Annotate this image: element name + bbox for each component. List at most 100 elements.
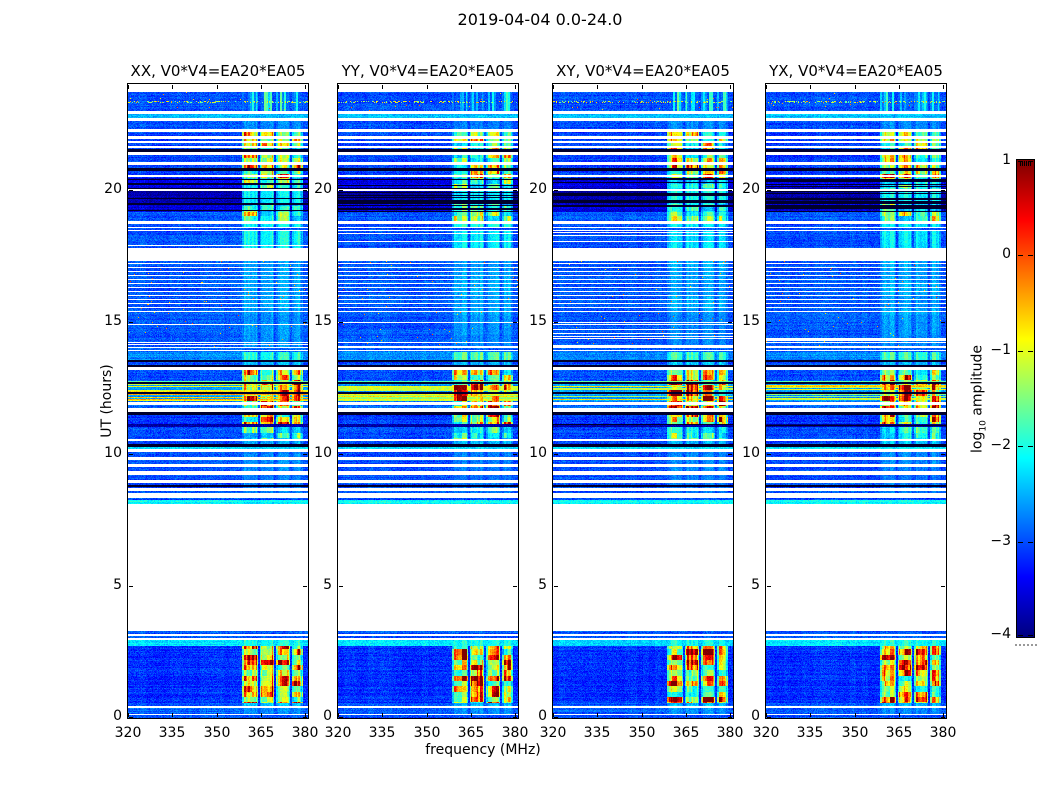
tick-mark xyxy=(554,322,558,323)
tick-mark xyxy=(1018,542,1023,543)
tick-mark xyxy=(261,713,262,717)
tick-mark xyxy=(382,713,383,717)
x-tick-label: 365 xyxy=(457,725,485,741)
tick-mark xyxy=(471,85,472,89)
x-tick-label: 380 xyxy=(929,725,957,741)
tick-mark xyxy=(515,85,516,89)
spectrogram-panel-XX xyxy=(127,83,309,719)
tick-mark xyxy=(1028,161,1029,166)
x-tick-label: 335 xyxy=(158,725,186,741)
tick-mark xyxy=(217,713,218,717)
tick-mark xyxy=(766,713,767,717)
tick-mark xyxy=(427,713,428,717)
tick-mark xyxy=(382,85,383,89)
x-tick-label: 350 xyxy=(203,725,231,741)
colorbar-gradient xyxy=(1017,160,1034,637)
tick-mark xyxy=(513,322,517,323)
y-tick-label: 0 xyxy=(751,708,760,724)
y-tick-label: 5 xyxy=(751,577,760,593)
tick-mark xyxy=(728,322,732,323)
tick-mark xyxy=(339,717,343,718)
tick-mark xyxy=(261,85,262,89)
tick-mark xyxy=(128,85,129,89)
tick-mark xyxy=(941,717,945,718)
spectrogram-canvas-XY xyxy=(553,84,733,718)
y-tick-label: 20 xyxy=(529,181,547,197)
tick-mark xyxy=(728,190,732,191)
colorbar-tick-label: 1 xyxy=(1002,152,1011,168)
tick-mark xyxy=(943,713,944,717)
tick-mark xyxy=(728,586,732,587)
panel-title-XY: XY, V0*V4=EA20*EA05 xyxy=(556,62,730,80)
x-tick-label: 320 xyxy=(324,725,352,741)
panel-title-XX: XX, V0*V4=EA20*EA05 xyxy=(130,62,306,80)
x-tick-label: 335 xyxy=(583,725,611,741)
tick-mark xyxy=(1018,255,1023,256)
y-tick-label: 20 xyxy=(742,181,760,197)
colorbar-tick-label: −1 xyxy=(990,342,1011,358)
tick-mark xyxy=(1020,161,1021,166)
x-tick-label: 320 xyxy=(752,725,780,741)
tick-mark xyxy=(941,322,945,323)
y-axis-label: UT (hours) xyxy=(99,364,115,438)
y-tick-label: 10 xyxy=(104,445,122,461)
colorbar xyxy=(1016,159,1035,638)
spectrogram-panel-XY xyxy=(552,83,734,719)
tick-mark xyxy=(730,713,731,717)
tick-mark xyxy=(172,85,173,89)
tick-mark xyxy=(1028,446,1033,447)
tick-mark xyxy=(172,713,173,717)
tick-mark xyxy=(899,85,900,89)
tick-mark xyxy=(554,586,558,587)
x-axis-label: frequency (MHz) xyxy=(425,742,541,758)
tick-mark xyxy=(642,713,643,717)
x-tick-label: 335 xyxy=(368,725,396,741)
tick-mark xyxy=(941,454,945,455)
tick-mark xyxy=(217,85,218,89)
tick-mark xyxy=(899,713,900,717)
tick-mark xyxy=(339,190,343,191)
tick-mark xyxy=(129,586,133,587)
tick-mark xyxy=(513,454,517,455)
y-tick-label: 15 xyxy=(314,313,332,329)
tick-mark xyxy=(686,713,687,717)
tick-mark xyxy=(129,190,133,191)
y-tick-label: 0 xyxy=(323,708,332,724)
tick-mark xyxy=(767,717,771,718)
tick-mark xyxy=(855,85,856,89)
tick-mark xyxy=(471,713,472,717)
tick-mark xyxy=(513,717,517,718)
tick-mark xyxy=(810,85,811,89)
tick-mark xyxy=(941,190,945,191)
tick-mark xyxy=(128,713,129,717)
tick-mark xyxy=(766,85,767,89)
panel-title-YX: YX, V0*V4=EA20*EA05 xyxy=(769,62,943,80)
y-tick-label: 10 xyxy=(742,445,760,461)
spectrogram-canvas-YY xyxy=(338,84,518,718)
tick-mark xyxy=(303,717,307,718)
tick-mark xyxy=(513,586,517,587)
tick-mark xyxy=(553,713,554,717)
x-tick-label: 380 xyxy=(291,725,319,741)
tick-mark xyxy=(642,85,643,89)
tick-mark xyxy=(1024,161,1025,166)
y-tick-label: 0 xyxy=(538,708,547,724)
y-tick-label: 0 xyxy=(113,708,122,724)
tick-mark xyxy=(427,85,428,89)
tick-mark xyxy=(1018,635,1023,636)
x-tick-label: 320 xyxy=(114,725,142,741)
tick-mark xyxy=(597,85,598,89)
tick-mark xyxy=(728,454,732,455)
colorbar-tick-label: −2 xyxy=(990,437,1011,453)
x-tick-label: 350 xyxy=(841,725,869,741)
tick-mark xyxy=(303,322,307,323)
y-tick-label: 15 xyxy=(104,313,122,329)
tick-mark xyxy=(553,85,554,89)
tick-mark xyxy=(730,85,731,89)
x-tick-label: 380 xyxy=(501,725,529,741)
spectrogram-panel-YY xyxy=(337,83,519,719)
tick-mark xyxy=(339,586,343,587)
tick-mark xyxy=(767,454,771,455)
tick-mark xyxy=(1018,446,1023,447)
